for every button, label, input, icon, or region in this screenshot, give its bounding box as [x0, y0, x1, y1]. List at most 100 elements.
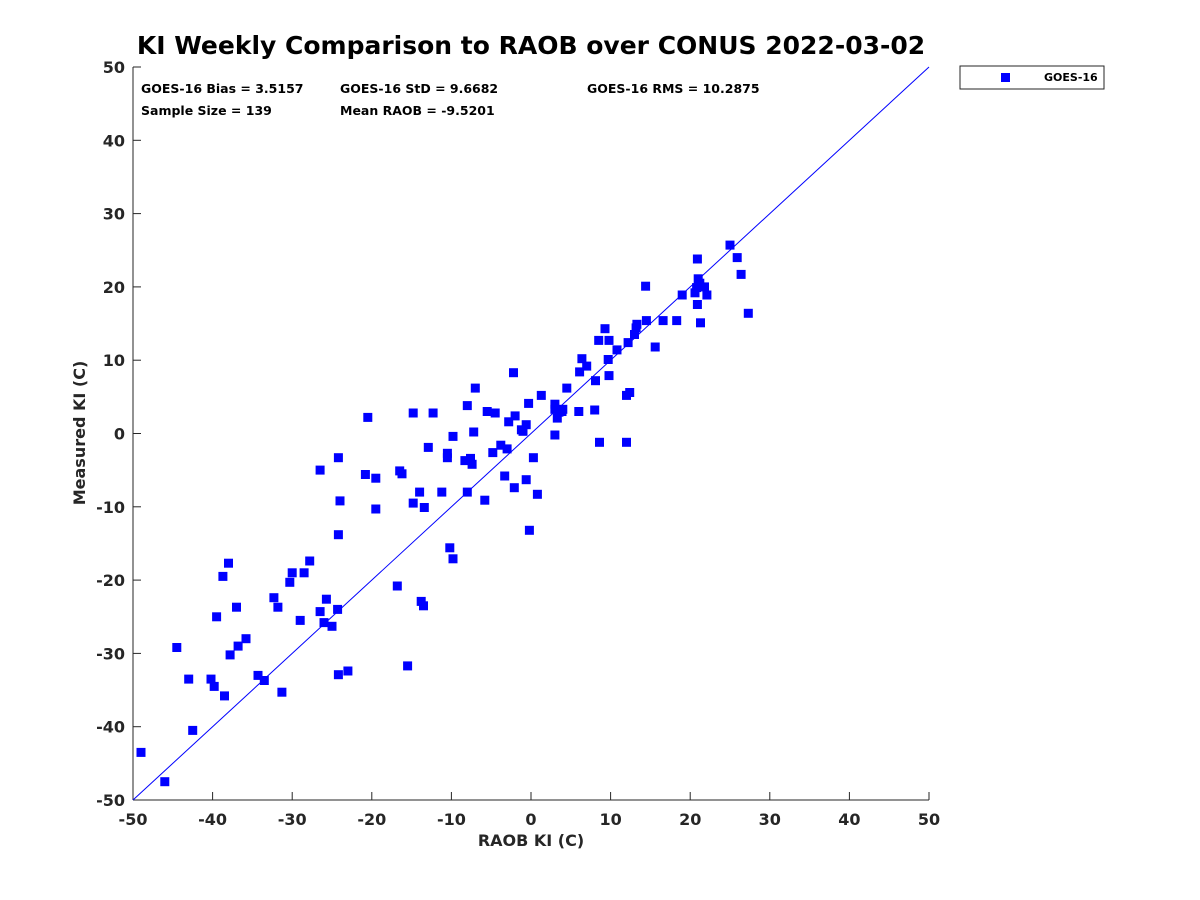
- x-tick-label: -30: [278, 810, 307, 829]
- data-point: [305, 556, 315, 566]
- data-point: [696, 318, 705, 328]
- data-point: [625, 388, 635, 397]
- data-point: [575, 367, 585, 377]
- legend: GOES-16: [959, 65, 1105, 90]
- data-points: [136, 240, 753, 787]
- data-point: [415, 487, 425, 497]
- y-tick-label: -50: [96, 791, 125, 810]
- x-tick-label: 10: [599, 810, 621, 829]
- data-point: [622, 437, 631, 447]
- stat-rms: GOES-16 RMS = 10.2875: [587, 81, 760, 96]
- data-point: [612, 345, 622, 355]
- data-point: [273, 602, 283, 612]
- data-point: [641, 281, 651, 291]
- data-point: [172, 643, 182, 652]
- y-tick-label: -40: [96, 718, 125, 737]
- data-point: [732, 253, 742, 263]
- data-point: [470, 383, 480, 393]
- stat-std: GOES-16 StD = 9.6682: [340, 81, 498, 96]
- x-tick-label: -10: [437, 810, 466, 829]
- data-point: [641, 316, 651, 326]
- data-point: [695, 278, 705, 288]
- data-point: [480, 495, 490, 505]
- data-point: [371, 473, 381, 483]
- data-point: [218, 571, 228, 581]
- x-tick-label: -40: [198, 810, 227, 829]
- data-point: [692, 254, 702, 264]
- data-point: [577, 354, 587, 364]
- data-point: [524, 398, 534, 408]
- data-point: [500, 471, 510, 481]
- data-point: [502, 444, 512, 454]
- data-point: [469, 427, 479, 437]
- data-point: [445, 543, 455, 553]
- data-point: [594, 335, 604, 345]
- stat-mean-raob: Mean RAOB = -9.5201: [340, 103, 495, 118]
- data-point: [299, 568, 309, 578]
- data-point: [448, 554, 458, 564]
- data-point: [423, 442, 433, 452]
- data-point: [623, 338, 633, 348]
- data-point: [736, 269, 746, 279]
- data-point: [160, 777, 170, 787]
- data-point: [269, 593, 279, 603]
- data-point: [504, 417, 514, 427]
- data-point: [408, 498, 418, 508]
- data-point: [224, 558, 233, 568]
- data-point: [650, 342, 660, 352]
- data-point: [510, 411, 520, 421]
- data-point: [360, 470, 370, 479]
- data-point: [490, 408, 500, 418]
- data-point: [206, 674, 216, 684]
- legend-box: [959, 65, 1105, 90]
- data-point: [550, 430, 560, 440]
- data-point: [188, 725, 198, 735]
- data-point: [321, 594, 331, 604]
- data-point: [552, 413, 562, 423]
- y-tick-label: 10: [103, 351, 125, 370]
- data-point: [677, 290, 687, 300]
- data-point: [419, 503, 429, 512]
- data-point: [600, 324, 610, 334]
- data-point: [521, 420, 531, 430]
- data-point: [558, 404, 568, 414]
- data-point: [690, 288, 700, 298]
- y-ticks: 50 40 30 20 10 0 -10 -20 -30 -40 -50: [96, 58, 141, 810]
- stats-annotations: GOES-16 Bias = 3.5157 GOES-16 StD = 9.66…: [141, 81, 760, 118]
- data-point: [658, 316, 668, 326]
- data-point: [319, 618, 329, 628]
- data-point: [233, 641, 243, 651]
- data-point: [524, 525, 534, 535]
- y-tick-label: 20: [103, 278, 125, 297]
- data-point: [295, 615, 305, 625]
- data-point: [403, 661, 413, 671]
- data-point: [259, 676, 269, 685]
- data-point: [253, 670, 263, 680]
- data-point: [241, 634, 251, 644]
- x-tick-label: 20: [679, 810, 701, 829]
- data-point: [488, 448, 498, 458]
- data-point: [363, 412, 373, 422]
- y-tick-label: 0: [114, 425, 125, 444]
- data-point: [467, 459, 477, 469]
- data-point: [371, 504, 381, 514]
- data-point: [692, 300, 702, 309]
- legend-marker: [1001, 73, 1010, 82]
- data-point: [333, 604, 343, 614]
- x-tick-label: -20: [357, 810, 386, 829]
- data-point: [630, 330, 639, 339]
- y-tick-label: -30: [96, 644, 125, 663]
- x-axis-label: RAOB KI (C): [478, 831, 584, 850]
- data-point: [462, 487, 472, 497]
- data-point: [528, 453, 538, 463]
- data-point: [582, 361, 592, 371]
- y-tick-label: 50: [103, 58, 125, 77]
- data-point: [509, 368, 518, 378]
- data-point: [209, 681, 219, 691]
- x-tick-label: 0: [525, 810, 536, 829]
- data-point: [509, 483, 519, 493]
- data-point: [343, 666, 353, 676]
- data-point: [590, 405, 600, 415]
- data-point: [536, 390, 546, 400]
- data-point: [285, 577, 295, 587]
